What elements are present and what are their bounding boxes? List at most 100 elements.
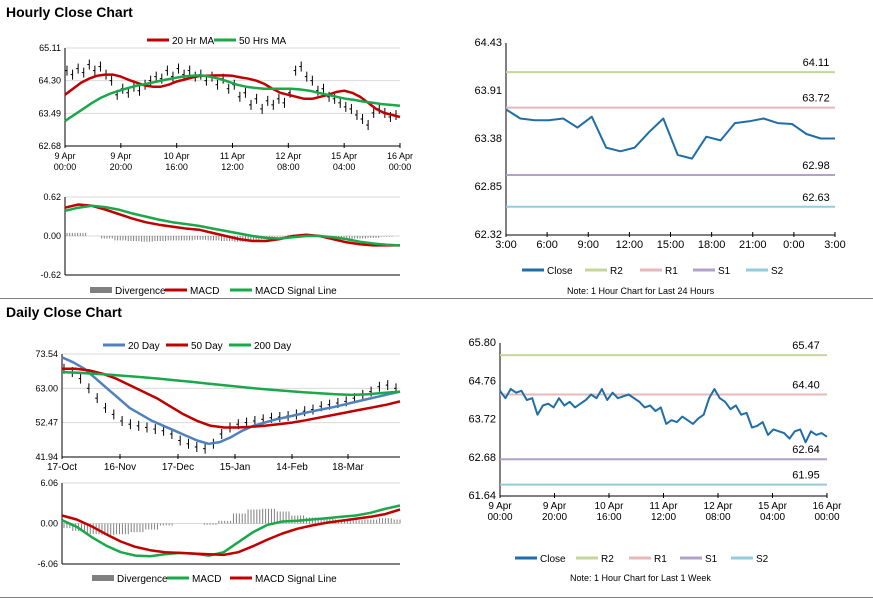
hourly-note: Note: 1 Hour Chart for Last 24 Hours [567,286,715,296]
hourly-levels-x-tick-label: 3:00 [495,239,516,251]
daily-levels-x-tick-label: 11 Apr [649,501,678,512]
hourly-price-x-tick-label: 9 Apr [54,151,75,161]
daily-levels-legend-label: S1 [705,554,718,565]
hourly-price-x-tick-label: 12 Apr [275,151,301,161]
daily-levels-x-tick-label: 9 Apr [488,501,512,512]
hourly-price-y-tick-label: 64.30 [38,76,61,86]
daily-levels-x-tick-label: 15 Apr [758,501,788,512]
daily-price-legend-label: 200 Day [254,341,291,352]
hourly-macd-macd-line [64,203,400,247]
hourly-macd-legend-label: Divergence [115,286,166,297]
daily-levels-x-tick-label: 20:00 [542,512,567,523]
daily-price-200day-line [61,370,401,397]
hourly-levels-level-label-s2: 62.63 [802,192,830,204]
hourly-levels-legend-label: S2 [771,266,784,277]
hourly-price-x-tick-label: 15 Apr [331,151,357,161]
daily-price-legend-label: 50 Day [191,341,223,352]
hourly-macd-signal-line [64,204,401,247]
daily-levels-level-label-r2: 65.47 [792,340,820,352]
daily-price-y-tick-label: 63.00 [35,383,58,393]
hourly-levels-x-tick-label: 18:00 [698,239,726,251]
daily-macd-legend-label: MACD Signal Line [255,574,337,585]
hourly-price-x-tick-label: 11 Apr [220,151,245,161]
hourly-levels-x-tick-label: 3:00 [824,239,845,251]
daily-levels-close-line [499,388,828,444]
hourly-macd-y-tick-label: -0.62 [40,270,61,280]
daily-macd-y-tick-label: -6.06 [37,559,58,569]
hourly-price-x-tick-label: 16 Apr [387,151,413,161]
daily-levels-level-label-s1: 62.64 [792,444,820,456]
daily-price-y-tick-label: 52.47 [35,418,58,428]
daily-levels-x-tick-label: 00:00 [487,512,512,523]
hourly-price-50hr-ma-line [64,74,401,123]
daily-levels-x-tick-label: 12:00 [651,512,676,523]
hourly-section-title: Hourly Close Chart [6,4,133,20]
hourly-price-x-tick-label: 16:00 [165,162,188,172]
daily-levels-x-tick-label: 16 Apr [813,501,843,512]
daily-macd-legend-label: Divergence [117,574,168,585]
hourly-levels-y-tick-label: 63.38 [474,133,502,145]
daily-price-x-tick-label: 16-Nov [104,462,136,473]
hourly-macd-legend-label: MACD Signal Line [255,286,337,297]
daily-macd-legend-label: MACD [192,574,221,585]
daily-price-x-tick-label: 18-Mar [332,462,364,473]
hourly-price-y-tick-label: 65.11 [39,43,61,53]
daily-levels-y-tick-label: 65.80 [468,337,496,349]
hourly-price-x-tick-label: 08:00 [277,162,300,172]
hourly-levels-level-label-r1: 63.72 [802,93,830,105]
daily-levels-x-tick-label: 08:00 [705,512,730,523]
daily-note: Note: 1 Hour Chart for Last 1 Week [570,573,711,583]
hourly-levels-legend-label: Close [547,266,573,277]
daily-macd-y-tick-label: 0.00 [40,519,58,529]
hourly-price-x-tick-label: 12:00 [221,162,244,172]
hourly-price-y-tick-label: 63.49 [38,108,61,118]
daily-levels-level-label-r1: 64.40 [792,379,820,391]
hourly-price-x-tick-label: 20:00 [110,162,133,172]
daily-levels-y-tick-label: 62.68 [468,452,496,464]
daily-macd-y-tick-label: 6.06 [40,478,58,488]
daily-price-x-tick-label: 14-Feb [276,462,308,473]
daily-levels-x-tick-label: 04:00 [760,512,785,523]
hourly-price-legend-label: 50 Hrs MA [239,36,287,47]
section-divider [0,298,873,299]
bottom-divider [0,597,873,598]
hourly-levels-y-tick-label: 62.85 [474,181,502,193]
hourly-macd-y-tick-label: 0.62 [43,192,61,202]
hourly-macd-y-tick-label: 0.00 [43,231,61,241]
daily-price-y-tick-label: 41.94 [35,452,58,462]
daily-levels-y-tick-label: 63.72 [468,414,496,426]
daily-levels-y-tick-label: 64.76 [468,375,496,387]
daily-price-50day-line [62,367,401,429]
daily-price-x-tick-label: 17-Oct [47,462,77,473]
daily-levels-legend-label: R2 [601,554,614,565]
hourly-levels-x-tick-label: 15:00 [657,239,685,251]
hourly-levels-x-tick-label: 21:00 [739,239,767,251]
daily-macd-signal-line [61,508,401,557]
daily-price-y-tick-label: 73.54 [35,349,58,359]
hourly-macd-legend-swatch [90,287,112,293]
hourly-price-legend-label: 20 Hr MA [172,36,215,47]
daily-price-x-tick-label: 15-Jan [220,462,251,473]
hourly-levels-x-tick-label: 9:00 [578,239,599,251]
hourly-levels-legend-label: S1 [718,266,731,277]
daily-levels-legend-label: Close [540,554,566,565]
hourly-levels-legend-label: R2 [610,266,623,277]
hourly-levels-x-tick-label: 6:00 [536,239,557,251]
daily-levels-y-tick-label: 61.64 [468,490,496,502]
hourly-price-20hr-ma-line [64,73,401,119]
hourly-levels-level-label-r2: 64.11 [803,57,830,69]
hourly-levels-y-tick-label: 62.32 [474,229,502,241]
daily-levels-x-tick-label: 16:00 [596,512,621,523]
hourly-price-x-tick-label: 10 Apr [164,151,190,161]
hourly-levels-y-tick-label: 63.91 [474,85,502,97]
daily-price-x-tick-label: 17-Dec [162,462,194,473]
hourly-levels-level-label-s1: 62.98 [802,160,830,172]
daily-section-title: Daily Close Chart [6,304,122,320]
daily-levels-legend-label: R1 [654,554,667,565]
hourly-macd-legend-label: MACD [190,286,219,297]
hourly-levels-y-tick-label: 64.43 [474,37,502,49]
hourly-price-y-tick-label: 62.68 [38,141,61,151]
hourly-levels-legend-label: R1 [665,266,678,277]
hourly-price-x-tick-label: 04:00 [333,162,356,172]
